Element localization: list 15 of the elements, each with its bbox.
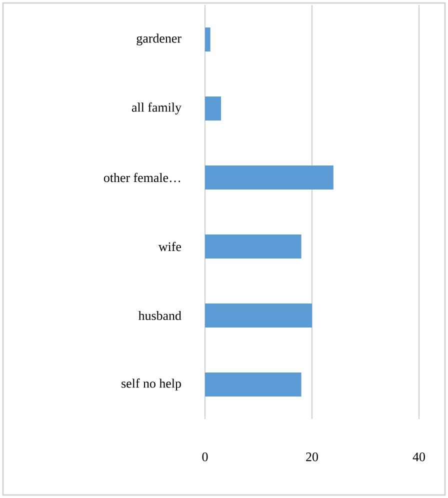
bar: [204, 372, 302, 396]
bar: [204, 28, 210, 52]
y-tick-label: self no help: [122, 378, 181, 390]
x-tick-label: 20: [306, 452, 318, 462]
x-tick-label: 40: [412, 452, 425, 462]
y-tick-label: other female…: [104, 172, 180, 182]
bar: [204, 304, 312, 328]
y-tick-label: all family: [132, 102, 182, 114]
bar: [204, 96, 222, 121]
y-tick-label: wife: [158, 242, 182, 252]
y-tick-label: gardener: [136, 34, 182, 46]
x-tick-label: 0: [202, 452, 208, 462]
y-tick-label: husband: [138, 310, 182, 320]
bar: [204, 166, 334, 190]
bar: [204, 234, 302, 258]
